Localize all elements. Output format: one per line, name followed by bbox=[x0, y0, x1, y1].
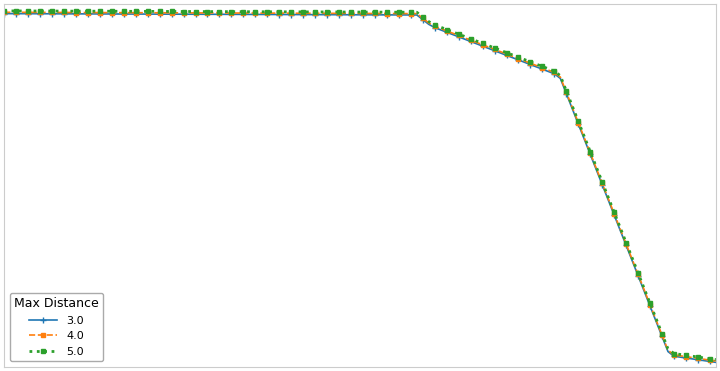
Line: 5.0: 5.0 bbox=[2, 9, 718, 362]
5.0 bbox=[562, 89, 571, 93]
4.0 bbox=[0, 10, 9, 14]
5.0 bbox=[688, 354, 696, 358]
5.0 bbox=[0, 9, 9, 13]
5.0 bbox=[149, 9, 158, 14]
3.0 bbox=[149, 12, 158, 16]
3.0 bbox=[192, 12, 200, 16]
4.0 bbox=[711, 359, 720, 363]
Legend: 3.0, 4.0, 5.0: 3.0, 4.0, 5.0 bbox=[10, 293, 104, 361]
3.0 bbox=[688, 357, 696, 361]
5.0 bbox=[490, 46, 499, 50]
Line: 4.0: 4.0 bbox=[2, 10, 718, 363]
3.0 bbox=[490, 49, 499, 53]
4.0 bbox=[192, 11, 200, 15]
4.0 bbox=[688, 355, 696, 360]
3.0 bbox=[711, 360, 720, 365]
5.0 bbox=[395, 10, 403, 14]
4.0 bbox=[562, 90, 571, 95]
3.0 bbox=[562, 91, 571, 96]
5.0 bbox=[192, 9, 200, 14]
3.0 bbox=[0, 12, 9, 16]
3.0 bbox=[395, 13, 403, 17]
5.0 bbox=[711, 357, 720, 362]
Line: 3.0: 3.0 bbox=[1, 10, 719, 366]
4.0 bbox=[395, 12, 403, 16]
4.0 bbox=[490, 47, 499, 52]
4.0 bbox=[149, 10, 158, 15]
